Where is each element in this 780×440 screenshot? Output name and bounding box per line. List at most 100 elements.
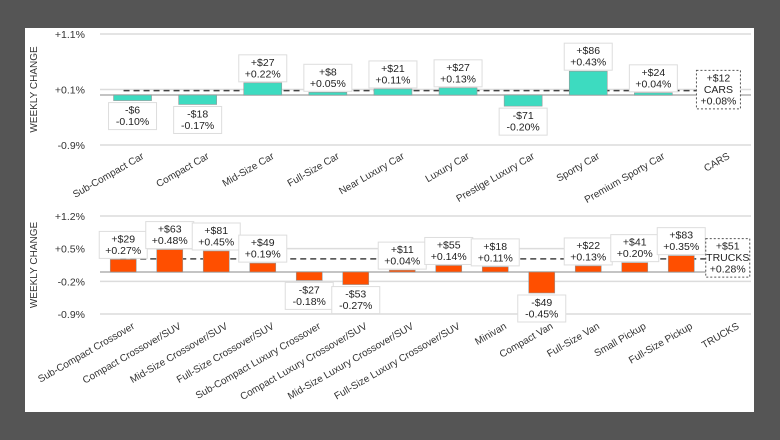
y-axis-label: WEEKLY CHANGE (29, 46, 40, 133)
bar (438, 87, 478, 96)
dollar-change-label: -$53 (345, 289, 366, 301)
bar (388, 269, 416, 273)
dollar-change-label: +$27 (251, 57, 275, 69)
bar (156, 249, 184, 273)
data-label-box (470, 238, 520, 267)
bar (481, 266, 509, 273)
y-tick-label: +0.5% (55, 244, 85, 256)
dollar-change-label: +$22 (576, 240, 600, 252)
bar (243, 82, 283, 96)
dollar-change-label: -$6 (125, 105, 140, 117)
dollar-change-label: +$21 (381, 63, 405, 75)
category-label: Full-Size Car (286, 151, 342, 190)
y-tick-label: +0.1% (55, 85, 85, 97)
percent-change-label: +0.13% (570, 251, 606, 263)
category-label: Sporty Car (555, 151, 602, 185)
category-label: TRUCKS (700, 321, 741, 351)
dollar-change-label: +$63 (158, 224, 182, 236)
category-label: Minivan (473, 321, 508, 348)
percent-change-label: +0.13% (440, 73, 476, 85)
data-label-box (498, 107, 548, 136)
dollar-change-label: -$18 (187, 108, 208, 120)
data-label-box (368, 60, 418, 89)
category-label: Mid-Size Car (221, 151, 277, 190)
percent-change-label: +0.22% (245, 68, 281, 80)
dollar-change-label: +$55 (437, 239, 461, 251)
summary-label-box (705, 238, 751, 278)
bar (503, 94, 543, 107)
percent-change-label: +0.08% (700, 95, 736, 107)
dollar-change-label: +$41 (623, 237, 647, 249)
cars-chart: +1.1% +0.1% -0.9% WEEKLY CHANGE -$6-0.10% Sub… (29, 29, 751, 206)
dollar-change-label: +$24 (642, 67, 666, 79)
bar (113, 94, 152, 101)
percent-change-label: -0.17% (181, 120, 214, 132)
bar (435, 265, 463, 273)
bar (178, 94, 217, 105)
bar (634, 92, 673, 96)
data-label-box (98, 230, 148, 259)
bar (528, 271, 556, 294)
data-label-box (628, 64, 678, 93)
category-label: CARS (702, 151, 732, 175)
bar (295, 271, 323, 281)
data-label-box (284, 281, 334, 310)
bar (621, 262, 649, 273)
dollar-change-label: +$83 (669, 230, 693, 242)
dollar-change-label: +$11 (391, 244, 414, 256)
dollar-change-label: +$86 (576, 45, 600, 57)
percent-change-label: +0.14% (431, 251, 467, 263)
bar (109, 259, 137, 273)
dollar-change-label: -$71 (513, 110, 534, 122)
data-label-box (433, 59, 483, 88)
percent-change-label: +0.45% (198, 237, 234, 249)
data-label-box (238, 234, 288, 263)
bar (568, 70, 608, 96)
percent-change-label: +0.04% (384, 256, 420, 268)
bar (308, 91, 348, 96)
bar (202, 250, 230, 273)
percent-change-label: +0.19% (245, 249, 281, 261)
summary-name-label: CARS (704, 84, 733, 96)
bar (342, 271, 370, 285)
data-label-box (377, 241, 427, 270)
percent-change-label: +0.27% (105, 245, 141, 257)
dollar-change-label: +$81 (204, 225, 228, 237)
percent-change-label: +0.28% (710, 264, 746, 276)
percent-change-label: -0.10% (116, 116, 149, 128)
percent-change-label: -0.18% (293, 296, 326, 308)
percent-change-label: -0.45% (525, 309, 558, 321)
y-tick-label: +1.2% (55, 211, 85, 223)
bar (574, 265, 602, 273)
dollar-change-label: +$27 (446, 62, 470, 74)
data-label-box (656, 227, 706, 256)
trucks-chart: +1.2%+0.5%-0.2%-0.9%WEEKLY CHANGE +$29+0.… (29, 211, 751, 403)
bar (373, 88, 413, 96)
bar (249, 262, 277, 273)
percent-change-label: +0.04% (635, 78, 671, 90)
weekly-change-charts: +1.1% +0.1% -0.9% WEEKLY CHANGE -$6-0.10% Sub… (29, 29, 751, 403)
y-axis-label: WEEKLY CHANGE (29, 222, 40, 309)
dollar-change-label: -$49 (531, 297, 552, 309)
data-label-box (173, 105, 223, 134)
percent-change-label: -0.20% (507, 122, 540, 134)
chart-panel: +1.1% +0.1% -0.9% WEEKLY CHANGE -$6 -0.10% Sub… (25, 28, 754, 412)
dollar-change-label: +$18 (483, 241, 507, 253)
dollar-change-label: -$27 (299, 284, 320, 296)
data-label-box (563, 42, 613, 71)
summary-name-label: TRUCKS (706, 252, 749, 264)
dollar-change-label: +$51 (716, 241, 740, 253)
y-tick-label: +1.1% (55, 29, 85, 41)
dollar-change-label: +$8 (319, 66, 337, 78)
data-label-box (331, 286, 381, 315)
dollar-change-label: +$29 (111, 233, 135, 245)
data-label-box (108, 102, 158, 131)
dollar-change-label: +$49 (251, 237, 275, 249)
y-tick-label: -0.2% (58, 276, 85, 288)
category-label: Sub-Compact Car (71, 151, 146, 201)
data-label-box (238, 54, 288, 83)
category-label: Luxury Car (424, 151, 472, 185)
data-label-box (517, 294, 567, 323)
category-label: Compact Car (155, 151, 212, 190)
percent-change-label: -0.27% (339, 300, 372, 312)
